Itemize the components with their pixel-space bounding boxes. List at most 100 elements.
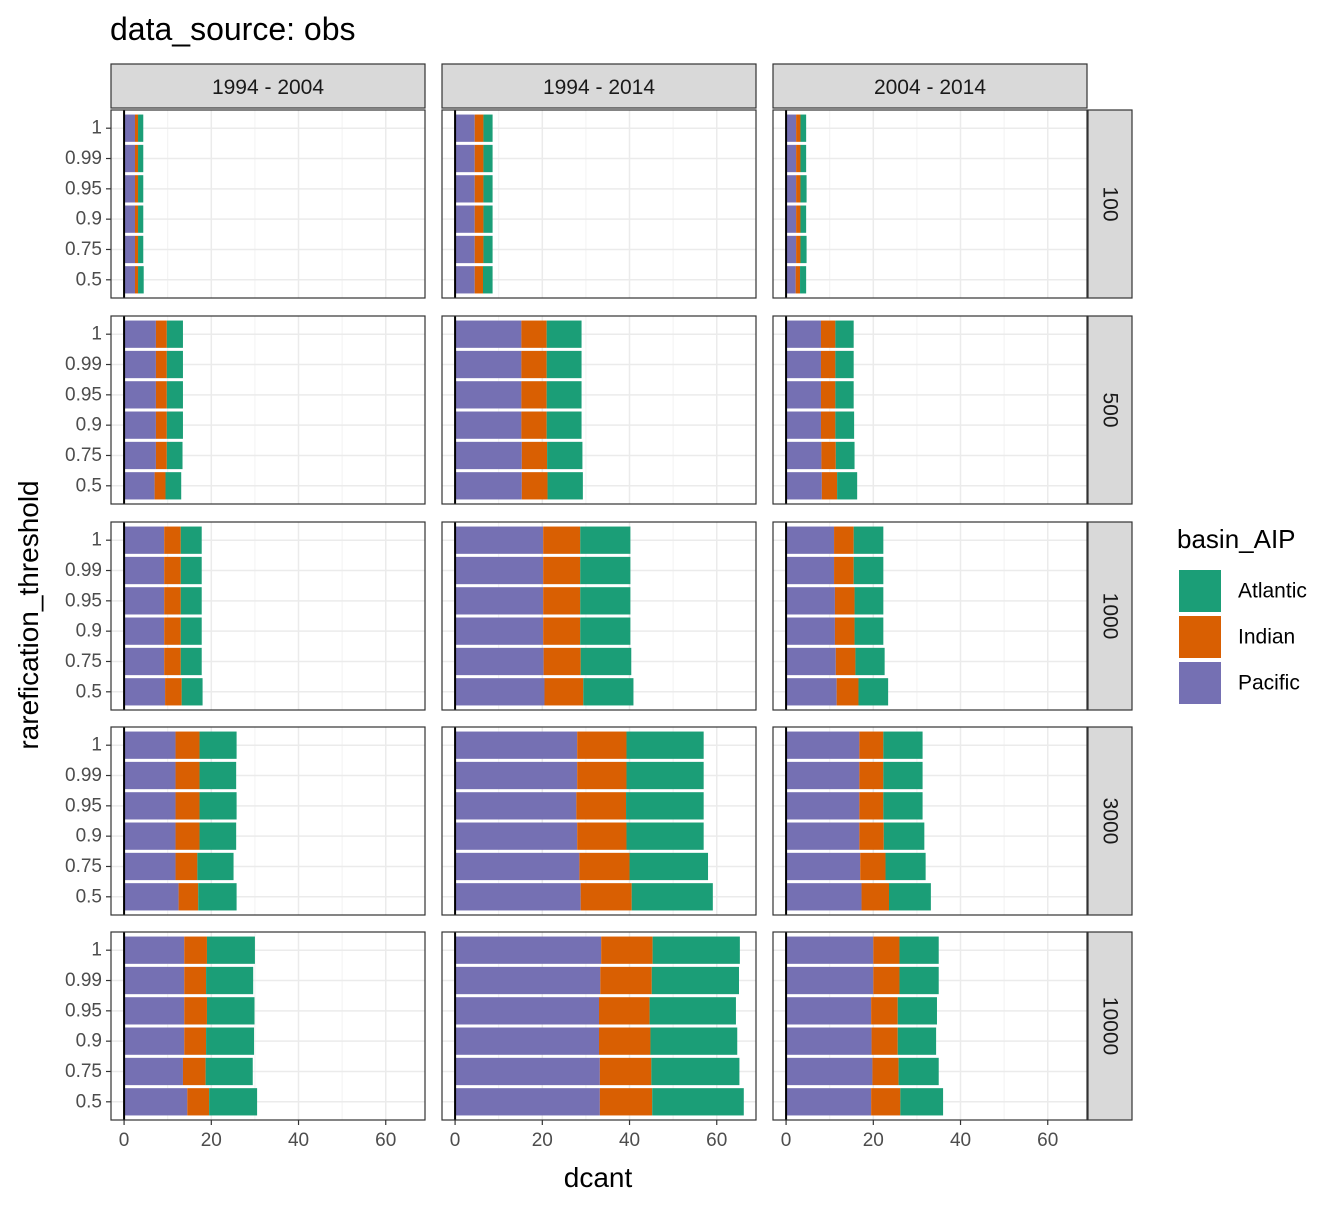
y-tick-label: 0.9 (76, 209, 102, 230)
bar-pacific (455, 731, 578, 759)
bar-atlantic (166, 381, 183, 409)
y-tick-label: 0.5 (76, 681, 102, 702)
bar-atlantic (483, 114, 493, 142)
bar-atlantic (181, 678, 203, 706)
bar-pacific (786, 1027, 872, 1055)
bar-atlantic (198, 883, 237, 911)
bar-pacific (455, 266, 475, 294)
row-strip-label: 3000 (1099, 798, 1122, 845)
bar-pacific (455, 381, 522, 409)
bar-indian (834, 617, 855, 645)
row-strip-label: 1000 (1099, 593, 1122, 640)
y-tick-label: 0.95 (65, 1000, 102, 1021)
legend-key-atlantic (1179, 570, 1221, 612)
bar-atlantic (853, 526, 884, 554)
bar-pacific (124, 381, 156, 409)
bar-pacific (124, 678, 166, 706)
legend-label: Indian (1238, 626, 1295, 649)
y-tick-label: 1 (91, 118, 102, 139)
bar-atlantic (651, 1057, 740, 1086)
bar-pacific (455, 175, 475, 203)
bar-indian (543, 587, 581, 615)
y-tick-label: 0.9 (76, 1031, 102, 1052)
bar-indian (164, 556, 181, 585)
bar-indian (155, 350, 167, 379)
bar-pacific (786, 883, 862, 911)
col-strip (772, 63, 1088, 109)
panel (441, 521, 757, 711)
bar-atlantic (899, 966, 939, 995)
bar-indian (187, 1088, 210, 1116)
legend-key-indian (1179, 616, 1221, 658)
col-strip-label: 2004 - 2014 (874, 76, 986, 99)
bar-indian (820, 320, 836, 348)
bar-pacific (786, 731, 860, 759)
bar-pacific (786, 936, 874, 964)
bar-pacific (455, 936, 602, 964)
y-tick-label: 0.99 (65, 765, 102, 786)
bar-pacific (455, 411, 522, 439)
bar-indian (521, 472, 548, 500)
row-strip-label: 500 (1099, 392, 1122, 427)
y-tick-label: 0.95 (65, 384, 102, 405)
col-strip-label: 1994 - 2004 (212, 76, 324, 99)
bar-atlantic (166, 441, 183, 470)
bar-atlantic (631, 883, 713, 911)
bar-indian (577, 822, 627, 850)
bar-pacific (124, 883, 179, 911)
bar-indian (871, 997, 898, 1025)
bar-indian (834, 587, 855, 615)
bar-atlantic (885, 852, 926, 881)
bar-atlantic (580, 647, 632, 676)
bar-pacific (124, 966, 185, 995)
bar-indian (175, 731, 200, 759)
y-tick-label: 0.5 (76, 269, 102, 290)
bar-atlantic (650, 1027, 738, 1055)
bar-indian (474, 205, 484, 233)
x-tick-label: 60 (706, 1130, 727, 1151)
bar-atlantic (800, 235, 807, 264)
bar-pacific (124, 556, 165, 585)
bar-pacific (124, 997, 185, 1025)
y-tick-label: 1 (91, 324, 102, 345)
bar-atlantic (138, 114, 144, 142)
bar-indian (165, 678, 182, 706)
panel-border (441, 726, 757, 916)
col-strip (441, 63, 757, 109)
bar-pacific (455, 792, 577, 820)
bar-indian (543, 556, 581, 585)
y-tick-label: 0.9 (76, 826, 102, 847)
chart-title: data_source: obs (110, 11, 356, 47)
bar-indian (871, 1088, 901, 1116)
panel: 1 0.99 0.95 0.9 0.75 0.5 (65, 109, 426, 299)
bar-indian (474, 144, 484, 173)
bar-indian (175, 822, 200, 850)
bar-indian (859, 731, 884, 759)
bar-indian (873, 966, 900, 995)
panel (772, 726, 1088, 916)
bar-atlantic (199, 792, 237, 820)
bar-indian (474, 114, 484, 142)
row-strip (1087, 109, 1133, 299)
x-tick-label: 40 (288, 1130, 309, 1151)
bar-pacific (124, 114, 135, 142)
bar-indian (835, 647, 856, 676)
bar-indian (155, 320, 167, 348)
bar-atlantic (652, 936, 740, 964)
panel-border (110, 521, 426, 711)
bar-pacific (124, 526, 165, 554)
bar-indian (155, 381, 167, 409)
bar-atlantic (483, 205, 493, 233)
x-tick-label: 0 (119, 1130, 130, 1151)
bar-atlantic (483, 235, 493, 264)
facet-grid: 1994 - 2004 1994 - 2014 2004 - 20141005001… (65, 63, 1133, 1151)
bar-atlantic (854, 587, 884, 615)
bar-indian (796, 114, 801, 142)
row-strip (1087, 315, 1133, 505)
bar-indian (820, 381, 836, 409)
y-tick-label: 1 (91, 940, 102, 961)
panel: 0 20 40 60 (441, 931, 757, 1151)
bar-atlantic (206, 966, 254, 995)
panel (441, 726, 757, 916)
x-axis-title: dcant (564, 1162, 633, 1193)
